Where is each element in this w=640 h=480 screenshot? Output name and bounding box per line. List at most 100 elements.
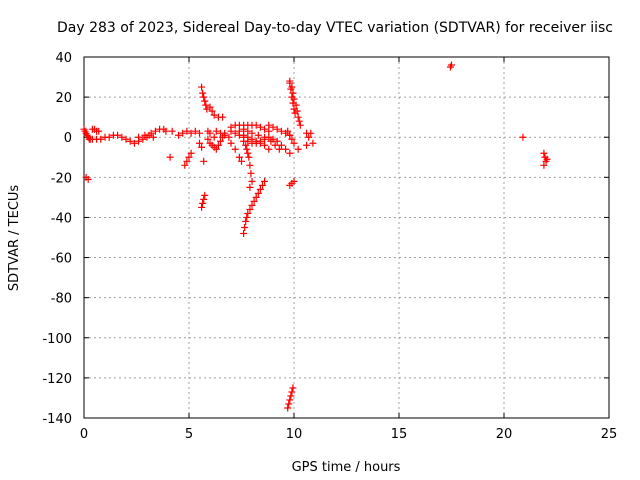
data-point [296,121,304,129]
x-tick-label: 20 [496,427,513,442]
data-point [288,135,296,143]
data-point [225,133,233,141]
x-tick-label: 15 [391,427,408,442]
data-point [198,203,206,211]
data-point [289,99,297,107]
data-point [252,193,260,201]
data-point [235,127,243,135]
data-point [240,125,248,133]
y-tick-label: 0 [64,131,72,146]
data-point [221,131,229,139]
data-point [294,113,302,121]
data-point [246,205,254,213]
data-point [282,145,290,153]
data-point [196,139,203,147]
data-point [303,141,311,149]
grid [84,57,609,418]
data-point [240,229,248,237]
data-point [202,101,210,109]
data-point [235,153,243,161]
data-point [290,177,298,185]
y-tick-label: -20 [51,171,72,186]
data-point [291,109,299,117]
data-point [286,149,294,157]
y-tick-label: -100 [42,332,72,347]
data-point [219,113,227,121]
data-point [244,209,252,217]
data-point [201,191,209,199]
data-point [273,137,281,145]
data-point [114,131,122,139]
data-point [130,139,138,147]
data-point [267,137,275,145]
data-point [288,388,296,396]
data-point [179,129,187,137]
x-tick-label: 0 [80,427,88,442]
data-point [246,161,254,169]
data-point [540,149,548,157]
data-point [261,125,269,133]
x-tick-label: 5 [185,427,193,442]
data-point [288,93,296,101]
data-point [97,135,105,143]
data-point [286,396,294,404]
data-point [231,129,239,137]
data-point [149,133,157,141]
data-point [261,133,269,141]
data-point [118,133,126,141]
data-point [200,195,208,203]
data-point [446,63,454,71]
data-point [201,97,209,105]
data-point [145,131,153,139]
chart-title: Day 283 of 2023, Sidereal Day-to-day VTE… [57,20,613,36]
data-point [168,127,176,135]
data-point [287,85,295,93]
data-point [290,105,298,113]
y-tick-label: -120 [42,372,72,387]
data-point [256,185,264,193]
data-point [273,125,281,133]
data-point [196,129,203,137]
y-tick-label: -40 [51,211,72,226]
data-point [244,149,252,157]
data-point [275,145,283,153]
data-point [206,103,214,111]
data-point [252,121,260,129]
data-point [191,127,199,135]
data-point [241,223,249,231]
data-point [175,131,182,139]
data-point [284,127,292,135]
data-point [135,133,143,141]
y-tick-label: -80 [51,292,72,307]
data-point [187,129,195,137]
data-point [185,153,193,161]
data-point [198,143,206,151]
data-point [200,157,208,165]
data-point [166,153,174,161]
data-point [204,135,212,143]
data-point [289,384,297,392]
data-point [294,145,302,153]
data-point [212,127,220,135]
data-point [187,149,195,157]
data-point [256,137,264,145]
data-point [217,137,224,145]
data-point [210,133,218,141]
x-tick-label: 25 [601,427,618,442]
x-tick-label: 10 [286,427,303,442]
data-point [250,197,258,205]
data-point [305,133,313,141]
y-tick-label: -140 [42,412,72,427]
data-point [259,181,266,189]
data-point [208,107,216,115]
data-point [543,155,551,163]
data-point [295,117,303,125]
data-point [183,157,191,165]
data-point [244,127,252,135]
data-point [181,161,189,169]
data-point [151,127,159,135]
data-point [287,392,295,400]
data-point [227,127,235,135]
data-point [246,183,254,191]
data-point [231,145,239,153]
